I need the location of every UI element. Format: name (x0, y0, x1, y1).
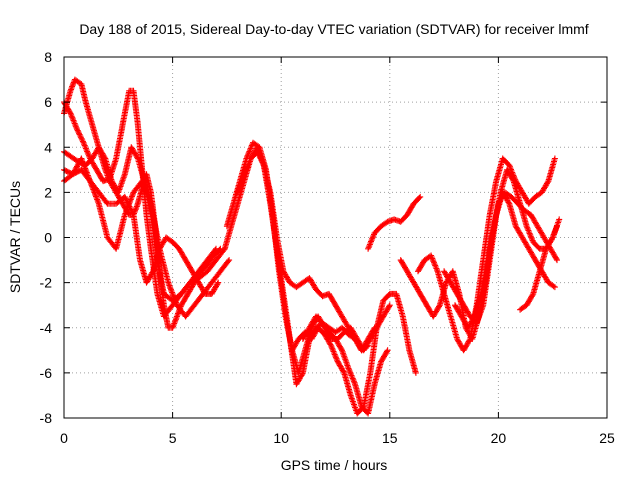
chart-title: Day 188 of 2015, Sidereal Day-to-day VTE… (79, 21, 588, 37)
x-tick-label: 5 (169, 430, 177, 446)
y-tick-label: -2 (40, 275, 53, 291)
series-15 (452, 166, 560, 331)
series-markers (452, 166, 560, 331)
x-tick-label: 0 (60, 430, 68, 446)
series-11 (365, 193, 424, 252)
series-16 (517, 216, 563, 313)
y-tick-label: 6 (44, 94, 52, 110)
series-13 (415, 155, 558, 354)
y-tick-label: 0 (44, 230, 52, 246)
series-markers (517, 216, 563, 313)
x-tick-label: 15 (382, 430, 398, 446)
x-tick-label: 10 (273, 430, 289, 446)
x-tick-label: 20 (491, 430, 507, 446)
y-tick-label: -4 (40, 320, 53, 336)
series-markers (289, 290, 419, 417)
series-markers (415, 155, 558, 354)
series-markers (365, 193, 424, 252)
y-tick-label: 8 (44, 49, 52, 65)
y-tick-label: 2 (44, 184, 52, 200)
series-markers (234, 148, 378, 354)
x-tick-label: 25 (599, 430, 615, 446)
ticks: 0 5 10 15 20 25 -8 -6 -4 -2 0 2 4 6 8 (40, 49, 615, 446)
y-tick-label: 4 (44, 139, 52, 155)
x-axis-label: GPS time / hours (281, 457, 388, 473)
series-markers (299, 313, 391, 417)
series-8 (234, 148, 378, 354)
series-10 (299, 313, 391, 417)
series-9 (289, 290, 419, 417)
y-tick-label: -6 (40, 365, 53, 381)
y-tick-label: -8 (40, 410, 53, 426)
y-axis-label: SDTVAR / TECUs (7, 181, 23, 293)
